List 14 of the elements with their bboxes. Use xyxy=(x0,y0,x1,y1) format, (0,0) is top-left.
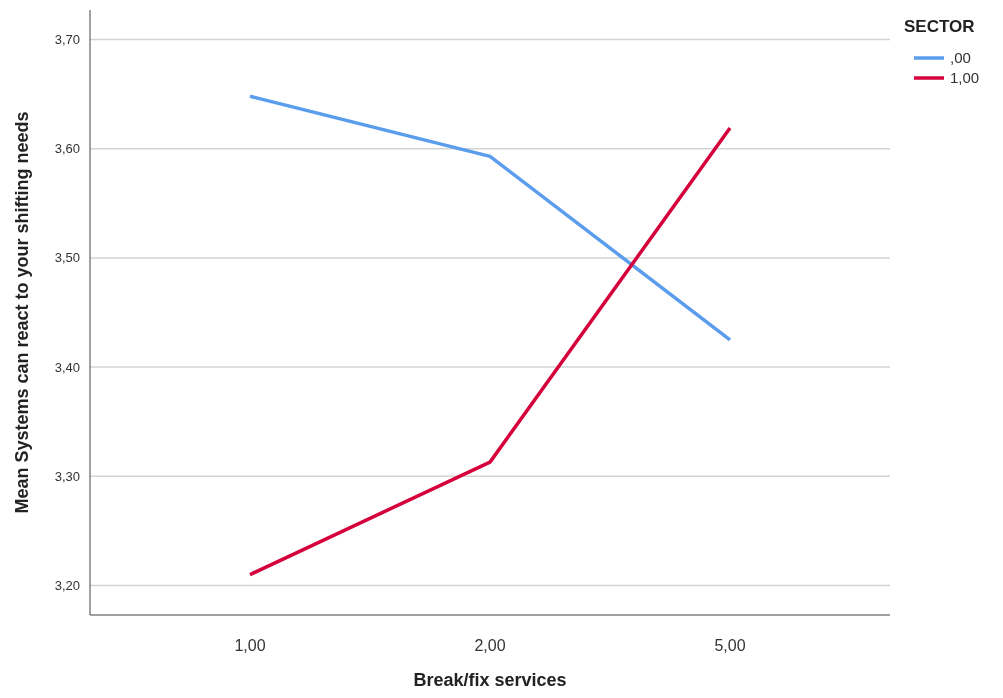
y-tick-label: 3,60 xyxy=(54,141,80,157)
legend-title: SECTOR xyxy=(904,17,975,36)
legend-label: ,00 xyxy=(950,49,971,67)
x-axis-title: Break/fix services xyxy=(413,670,567,690)
y-tick-label: 3,40 xyxy=(54,359,80,375)
legend-label: 1,00 xyxy=(950,69,980,87)
x-tick-label: 1,00 xyxy=(234,636,266,654)
x-tick-label: 2,00 xyxy=(474,636,506,654)
y-axis-title: Mean Systems can react to your shifting needs xyxy=(12,111,32,514)
y-tick-label: 3,50 xyxy=(54,250,80,266)
y-tick-label: 3,30 xyxy=(54,468,80,484)
y-tick-label: 3,20 xyxy=(54,578,80,594)
y-tick-label: 3,70 xyxy=(54,32,80,48)
x-tick-label: 5,00 xyxy=(714,636,746,654)
